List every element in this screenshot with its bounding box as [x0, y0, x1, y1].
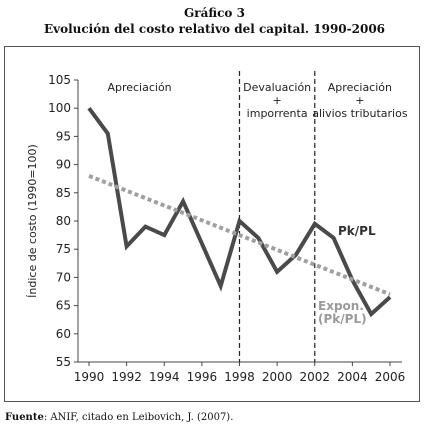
- series-label-expon: Expon.: [318, 299, 364, 313]
- y-tick-label: 85: [56, 186, 71, 200]
- chart-subtitle: Evolución del costo relativo del capital…: [43, 22, 386, 36]
- y-tick-label: 80: [56, 214, 71, 228]
- period-label: alivios tributarios: [312, 107, 408, 120]
- y-tick-label: 75: [56, 242, 71, 256]
- x-tick-label: 2006: [375, 370, 406, 384]
- period-label: Devaluación: [243, 81, 311, 94]
- period-label: +: [355, 94, 364, 107]
- period-label: +: [273, 94, 282, 107]
- source-text: : ANIF, citado en Leibovich, J. (2007).: [43, 412, 234, 423]
- x-tick-label: 2004: [337, 370, 368, 384]
- source-label: Fuente: [5, 412, 44, 423]
- series-trend-line: [88, 174, 391, 297]
- x-tick-label: 1994: [149, 370, 180, 384]
- y-tick-label: 95: [56, 129, 71, 143]
- y-tick-label: 100: [48, 101, 71, 115]
- y-tick-label: 55: [56, 355, 71, 369]
- y-axis-label: Índice de costo (1990=100): [26, 144, 39, 298]
- y-tick-label: 90: [56, 158, 71, 172]
- series-label-expon: (Pk/PL): [318, 312, 367, 326]
- series-label-pk-pl: Pk/PL: [338, 224, 376, 238]
- x-tick-label: 1990: [74, 370, 105, 384]
- chart-title: Gráfico 3: [184, 6, 245, 20]
- source-note: Fuente: ANIF, citado en Leibovich, J. (2…: [5, 412, 233, 423]
- period-label: Apreciación: [328, 81, 392, 94]
- y-tick-label: 65: [56, 299, 71, 313]
- x-tick-label: 1998: [224, 370, 255, 384]
- x-tick-label: 2002: [299, 370, 330, 384]
- x-tick-label: 1996: [187, 370, 218, 384]
- chart-frame: [4, 46, 420, 402]
- x-tick-label: 2000: [262, 370, 293, 384]
- period-label: imporrenta: [247, 107, 308, 120]
- y-tick-label: 105: [48, 73, 71, 87]
- x-tick-label: 1992: [111, 370, 142, 384]
- period-label: Apreciación: [107, 81, 171, 94]
- y-tick-label: 60: [56, 327, 71, 341]
- y-tick-label: 70: [56, 270, 71, 284]
